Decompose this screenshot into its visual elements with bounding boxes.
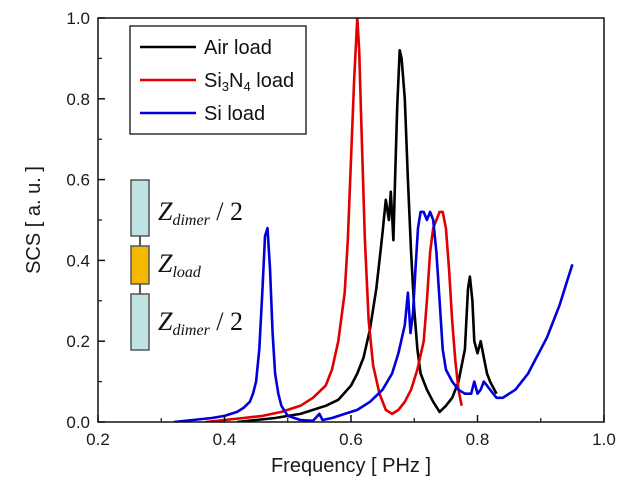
x-tick-label: 0.8 [466, 430, 490, 449]
series-line-2 [173, 210, 574, 422]
dimer-impedance-block [130, 179, 150, 237]
x-tick-label: 1.0 [592, 430, 616, 449]
y-tick-label: 0.0 [66, 413, 90, 432]
y-tick-label: 1.0 [66, 9, 90, 28]
dimer-impedance-block [130, 293, 150, 351]
impedance-label: Zload [158, 249, 202, 281]
impedance-label: Zdimer / 2 [158, 307, 243, 339]
x-tick-label: 0.4 [213, 430, 237, 449]
x-axis-label: Frequency [ PHz ] [271, 455, 431, 477]
y-tick-label: 0.8 [66, 90, 90, 109]
x-tick-label: 0.2 [86, 430, 110, 449]
legend-label: Si3N4 load [204, 70, 294, 94]
axis-ticks: 0.2 0.4 0.6 0.8 1.00.00.20.40.60.81.0 [66, 9, 615, 449]
series-line-1 [205, 18, 463, 422]
y-tick-label: 0.6 [66, 171, 90, 190]
plot-lines [173, 18, 574, 422]
legend: Air load Si3N4 load Si load [129, 25, 307, 135]
impedance-label: Zdimer / 2 [158, 197, 243, 229]
load-impedance-block [130, 245, 150, 285]
x-tick-label: 0.6 [339, 430, 363, 449]
y-axis-label: SCS [ a. u. ] [23, 166, 45, 274]
series-line-0 [236, 49, 498, 422]
legend-label: Si load [204, 103, 265, 125]
y-tick-label: 0.2 [66, 332, 90, 351]
legend-label: Air load [204, 37, 272, 59]
inset-circuit-diagram: Zdimer / 2 Zload Zdimer / 2 [130, 179, 243, 351]
y-tick-label: 0.4 [66, 251, 90, 270]
